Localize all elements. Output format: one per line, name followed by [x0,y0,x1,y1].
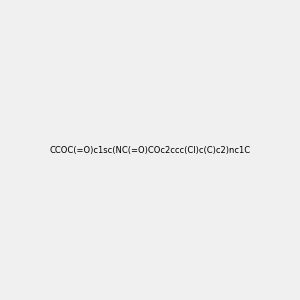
Text: CCOC(=O)c1sc(NC(=O)COc2ccc(Cl)c(C)c2)nc1C: CCOC(=O)c1sc(NC(=O)COc2ccc(Cl)c(C)c2)nc1… [50,146,250,154]
